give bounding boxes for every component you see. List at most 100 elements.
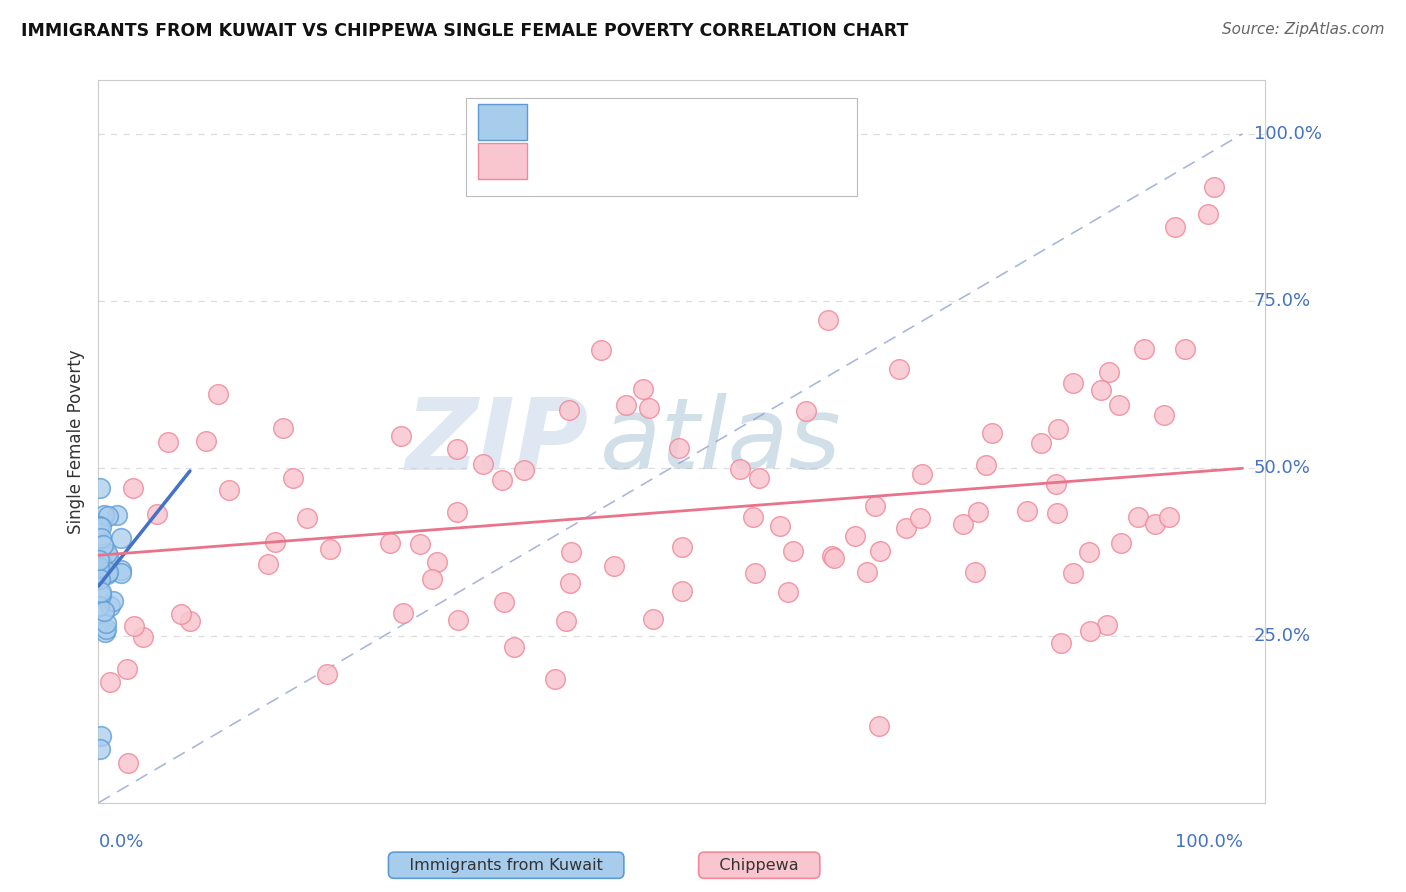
- Point: [1143, 517, 1166, 532]
- Point: [894, 521, 917, 535]
- Point: [868, 719, 890, 733]
- Point: [93, 604, 115, 618]
- Point: [856, 566, 879, 580]
- Point: [97, 566, 120, 580]
- Text: atlas: atlas: [600, 393, 842, 490]
- Point: [93, 625, 115, 640]
- Text: 0.0%: 0.0%: [98, 833, 143, 851]
- Point: [1045, 477, 1067, 491]
- Point: [558, 576, 581, 591]
- Point: [87, 519, 110, 533]
- Point: [97, 549, 120, 563]
- Point: [90, 531, 112, 545]
- Point: [1159, 509, 1181, 524]
- Point: [90, 584, 112, 599]
- Point: [1015, 504, 1038, 518]
- Point: [1174, 342, 1197, 356]
- Point: [110, 566, 132, 580]
- Text: Chippewa: Chippewa: [704, 858, 814, 872]
- Point: [90, 520, 112, 534]
- Point: [257, 557, 280, 571]
- Point: [1204, 180, 1226, 194]
- Point: [614, 398, 637, 412]
- Point: [89, 561, 111, 575]
- Point: [316, 666, 339, 681]
- Point: [389, 429, 412, 443]
- Point: [638, 401, 661, 416]
- Point: [602, 559, 624, 574]
- Point: [115, 662, 138, 676]
- Point: [426, 555, 449, 569]
- Point: [671, 540, 693, 554]
- Text: N = 97: N = 97: [706, 153, 773, 171]
- Point: [264, 534, 287, 549]
- Point: [420, 573, 443, 587]
- Point: [218, 483, 240, 497]
- Point: [555, 615, 578, 629]
- Point: [89, 553, 111, 567]
- Point: [94, 558, 117, 573]
- Point: [1078, 544, 1101, 558]
- Point: [631, 383, 654, 397]
- Point: [90, 555, 112, 569]
- Point: [319, 542, 342, 557]
- Point: [908, 511, 931, 525]
- Point: [409, 537, 432, 551]
- Point: [170, 607, 193, 622]
- Point: [1047, 422, 1070, 436]
- FancyBboxPatch shape: [478, 103, 527, 139]
- Point: [817, 313, 839, 327]
- Point: [1078, 624, 1101, 639]
- Point: [110, 531, 132, 545]
- Point: [156, 435, 179, 450]
- Point: [589, 343, 612, 357]
- Point: [491, 474, 513, 488]
- Point: [503, 640, 526, 654]
- Point: [98, 675, 121, 690]
- Point: [471, 457, 494, 471]
- Point: [105, 508, 128, 523]
- Point: [194, 434, 217, 448]
- FancyBboxPatch shape: [465, 98, 858, 196]
- Point: [94, 622, 117, 636]
- Text: N = 33: N = 33: [706, 113, 773, 131]
- Point: [1062, 566, 1084, 580]
- Point: [769, 518, 792, 533]
- Point: [96, 567, 118, 582]
- Point: [794, 403, 817, 417]
- Point: [911, 467, 934, 481]
- Point: [89, 572, 111, 586]
- Point: [121, 481, 143, 495]
- Text: IMMIGRANTS FROM KUWAIT VS CHIPPEWA SINGLE FEMALE POVERTY CORRELATION CHART: IMMIGRANTS FROM KUWAIT VS CHIPPEWA SINGL…: [21, 22, 908, 40]
- Point: [776, 584, 799, 599]
- Point: [96, 546, 118, 560]
- Text: Source: ZipAtlas.com: Source: ZipAtlas.com: [1222, 22, 1385, 37]
- Point: [952, 516, 974, 531]
- Point: [1197, 207, 1219, 221]
- Point: [94, 615, 117, 630]
- Point: [295, 510, 318, 524]
- Point: [93, 508, 115, 522]
- Point: [90, 588, 112, 602]
- Point: [1095, 617, 1118, 632]
- Point: [1164, 220, 1187, 235]
- Point: [863, 500, 886, 514]
- Point: [89, 742, 111, 756]
- Point: [378, 535, 401, 549]
- Point: [146, 507, 169, 521]
- Text: R = 0.219: R = 0.219: [538, 113, 637, 131]
- Text: 100.0%: 100.0%: [1174, 833, 1243, 851]
- Point: [122, 619, 145, 633]
- Point: [782, 544, 804, 558]
- Point: [742, 510, 765, 524]
- Point: [980, 425, 1002, 440]
- Point: [1090, 383, 1112, 397]
- Text: 50.0%: 50.0%: [1254, 459, 1310, 477]
- Point: [89, 560, 111, 574]
- Text: 75.0%: 75.0%: [1254, 292, 1310, 310]
- Point: [1153, 408, 1175, 422]
- Point: [744, 566, 766, 580]
- Point: [132, 630, 155, 644]
- Point: [966, 505, 988, 519]
- Point: [844, 529, 866, 543]
